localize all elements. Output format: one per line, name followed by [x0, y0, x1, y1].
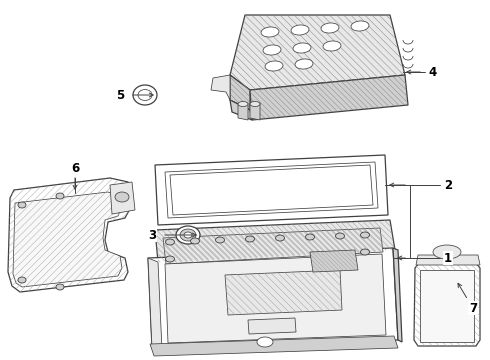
Polygon shape	[230, 15, 405, 90]
Ellipse shape	[323, 41, 341, 51]
Ellipse shape	[250, 102, 260, 107]
Polygon shape	[165, 162, 378, 218]
Ellipse shape	[295, 59, 313, 69]
Ellipse shape	[184, 232, 192, 238]
Polygon shape	[163, 228, 383, 264]
Polygon shape	[248, 318, 296, 334]
Ellipse shape	[133, 85, 157, 105]
Ellipse shape	[265, 61, 283, 71]
Ellipse shape	[293, 43, 311, 53]
Ellipse shape	[191, 238, 199, 244]
Polygon shape	[165, 254, 386, 343]
Polygon shape	[211, 75, 230, 100]
Ellipse shape	[18, 277, 26, 283]
Polygon shape	[393, 248, 402, 342]
Ellipse shape	[18, 202, 26, 208]
Polygon shape	[155, 220, 395, 262]
Ellipse shape	[245, 236, 254, 242]
Text: 6: 6	[71, 162, 79, 175]
Polygon shape	[8, 178, 132, 292]
Ellipse shape	[263, 45, 281, 55]
Ellipse shape	[115, 192, 129, 202]
Ellipse shape	[238, 102, 248, 107]
Ellipse shape	[180, 229, 196, 241]
Text: 1: 1	[444, 252, 452, 265]
Polygon shape	[238, 103, 248, 120]
Ellipse shape	[361, 232, 369, 238]
Polygon shape	[148, 258, 162, 350]
Polygon shape	[110, 182, 135, 214]
Ellipse shape	[166, 256, 174, 262]
Polygon shape	[416, 255, 480, 265]
Ellipse shape	[321, 23, 339, 33]
Polygon shape	[13, 192, 122, 287]
Ellipse shape	[138, 90, 152, 100]
Ellipse shape	[305, 234, 315, 240]
Ellipse shape	[291, 25, 309, 35]
Polygon shape	[170, 165, 373, 215]
Polygon shape	[148, 248, 398, 348]
Text: 3: 3	[148, 229, 156, 242]
Text: 5: 5	[116, 89, 124, 102]
Polygon shape	[250, 103, 260, 120]
Polygon shape	[225, 270, 342, 315]
Ellipse shape	[257, 337, 273, 347]
Ellipse shape	[275, 235, 285, 241]
Polygon shape	[414, 262, 480, 346]
Polygon shape	[230, 100, 252, 120]
Polygon shape	[420, 270, 474, 342]
Text: 4: 4	[429, 66, 437, 78]
Polygon shape	[155, 155, 388, 225]
Ellipse shape	[433, 245, 461, 259]
Ellipse shape	[351, 21, 369, 31]
Text: 2: 2	[444, 179, 452, 192]
Polygon shape	[230, 75, 250, 110]
Ellipse shape	[166, 239, 174, 245]
Ellipse shape	[261, 27, 279, 37]
Ellipse shape	[336, 233, 344, 239]
Ellipse shape	[56, 284, 64, 290]
Ellipse shape	[361, 249, 369, 255]
Polygon shape	[150, 336, 398, 356]
Text: 7: 7	[469, 302, 477, 315]
Polygon shape	[310, 250, 358, 272]
Ellipse shape	[176, 226, 200, 244]
Polygon shape	[250, 75, 408, 120]
Ellipse shape	[216, 237, 224, 243]
Ellipse shape	[56, 193, 64, 199]
